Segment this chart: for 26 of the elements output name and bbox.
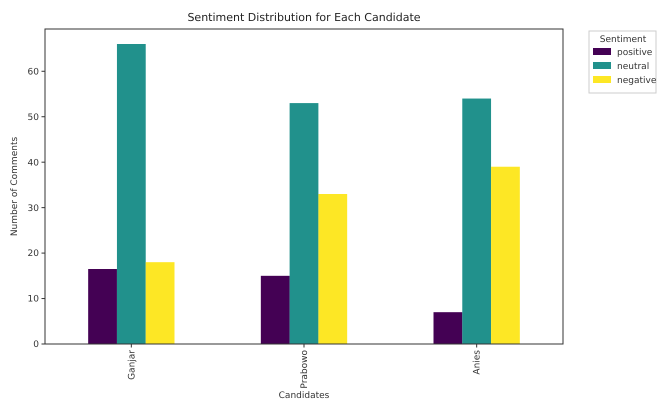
y-tick-label: 40 (28, 158, 40, 168)
y-tick-label: 60 (28, 67, 40, 78)
y-tick-label: 10 (28, 294, 40, 305)
bar (88, 269, 117, 344)
x-tick-label: Ganjar (127, 350, 138, 380)
y-tick-label: 0 (33, 340, 40, 350)
legend-label: positive (617, 48, 653, 58)
bar (318, 194, 348, 344)
y-tick-label: 30 (28, 204, 40, 214)
bar (491, 166, 520, 344)
y-tick-label: 50 (28, 112, 40, 123)
bar (434, 312, 462, 344)
legend-label: negative (617, 76, 657, 86)
bar (116, 44, 146, 344)
bar (290, 103, 318, 344)
chart-title: Sentiment Distribution for Each Candidate (187, 11, 421, 24)
x-tick-label: Prabowo (300, 350, 310, 389)
bar (462, 98, 492, 344)
legend-label: neutral (617, 62, 650, 72)
x-tick-label: Anies (472, 350, 483, 375)
legend-title: Sentiment (600, 35, 647, 45)
y-tick-label: 20 (28, 249, 40, 260)
x-axis-title: Candidates (278, 391, 330, 401)
bar (146, 262, 174, 344)
bar (260, 276, 290, 344)
y-axis-title: Number of Comments (10, 136, 20, 236)
